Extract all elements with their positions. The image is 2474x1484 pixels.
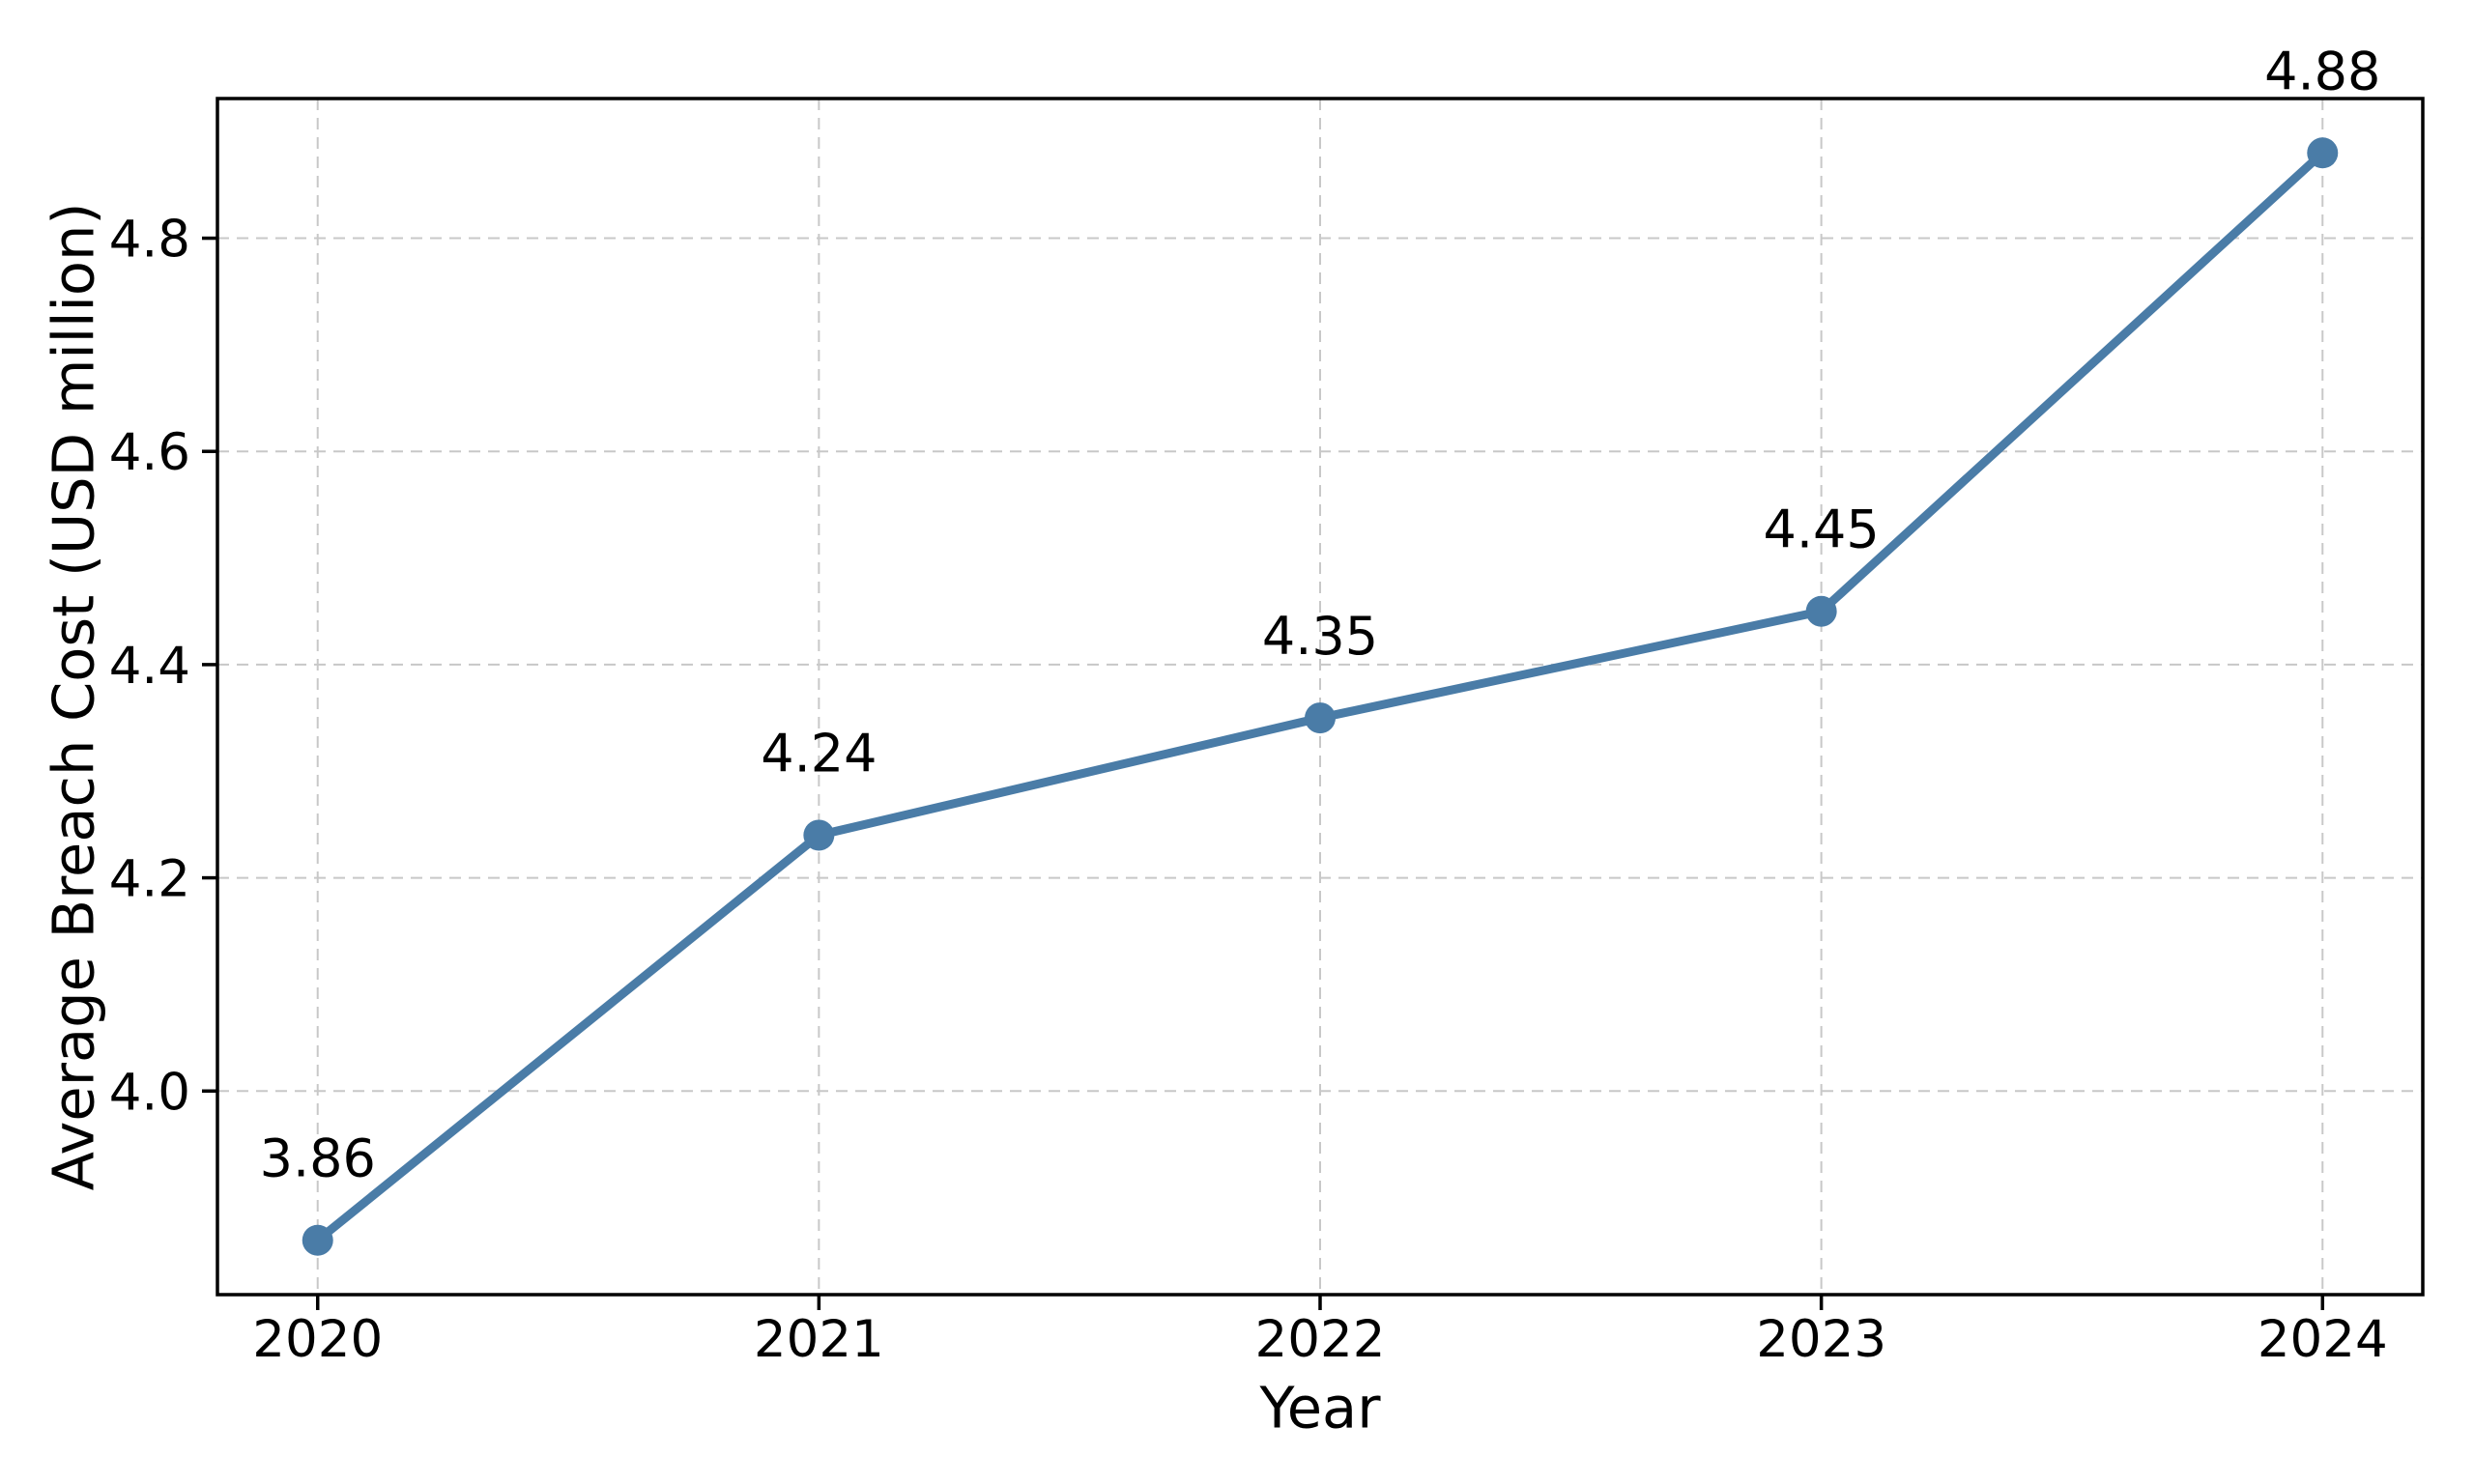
y-axis-title: Average Breach Cost (USD million) — [40, 202, 107, 1191]
x-tick-label: 2023 — [1756, 1310, 1886, 1369]
y-tick-label: 4.8 — [109, 211, 190, 270]
data-point-marker — [302, 1224, 333, 1256]
x-tick-label: 2022 — [1255, 1310, 1386, 1369]
y-tick-label: 4.6 — [109, 423, 190, 482]
data-point-label: 4.88 — [2264, 41, 2380, 101]
data-point-label: 3.86 — [260, 1128, 376, 1189]
y-tick-label: 4.2 — [109, 850, 190, 909]
x-tick-label: 2024 — [2258, 1310, 2388, 1369]
data-point-label: 4.45 — [1764, 499, 1880, 560]
x-tick-label: 2020 — [252, 1310, 383, 1369]
data-point-label: 4.35 — [1262, 606, 1378, 667]
y-tick-label: 4.4 — [109, 637, 190, 696]
y-tick-label: 4.0 — [109, 1063, 190, 1122]
data-point-marker — [1805, 595, 1837, 627]
x-axis-title: Year — [1259, 1374, 1381, 1441]
x-tick-label: 2021 — [754, 1310, 884, 1369]
data-point-label: 4.24 — [761, 723, 877, 784]
data-point-marker — [2307, 137, 2339, 169]
data-point-marker — [803, 819, 835, 851]
data-point-marker — [1305, 702, 1336, 734]
